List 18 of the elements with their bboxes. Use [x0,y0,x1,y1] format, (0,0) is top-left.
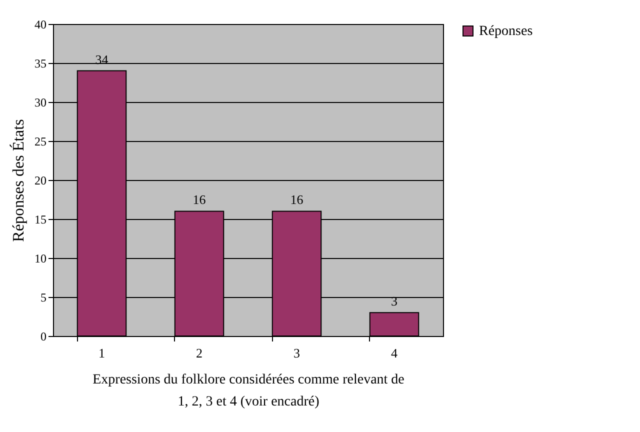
y-axis-title: Réponses des États [10,119,28,242]
y-tick-label: 15 [34,212,46,226]
x-axis-title: Expressions du folklore considérées comme relevant de 1, 2, 3 et 4 (voir encadré) [92,372,404,410]
y-tick-label: 30 [34,96,46,110]
y-tick-label: 25 [34,134,46,148]
y-tick-label: 5 [40,290,46,304]
y-tick-label: 35 [34,56,46,70]
x-tick-label: 2 [196,346,202,360]
x-tick-label: 4 [391,346,398,360]
y-tick-label: 20 [34,174,46,188]
x-tick-label: 1 [98,346,105,360]
y-tick-label: 10 [34,252,46,266]
y-tick-label: 40 [34,18,46,32]
y-tick-label: 0 [40,330,46,344]
data-label: 16 [192,192,206,208]
legend-label: Réponses [479,24,533,39]
data-label: 16 [290,192,304,208]
x-tick-label: 3 [294,346,300,360]
